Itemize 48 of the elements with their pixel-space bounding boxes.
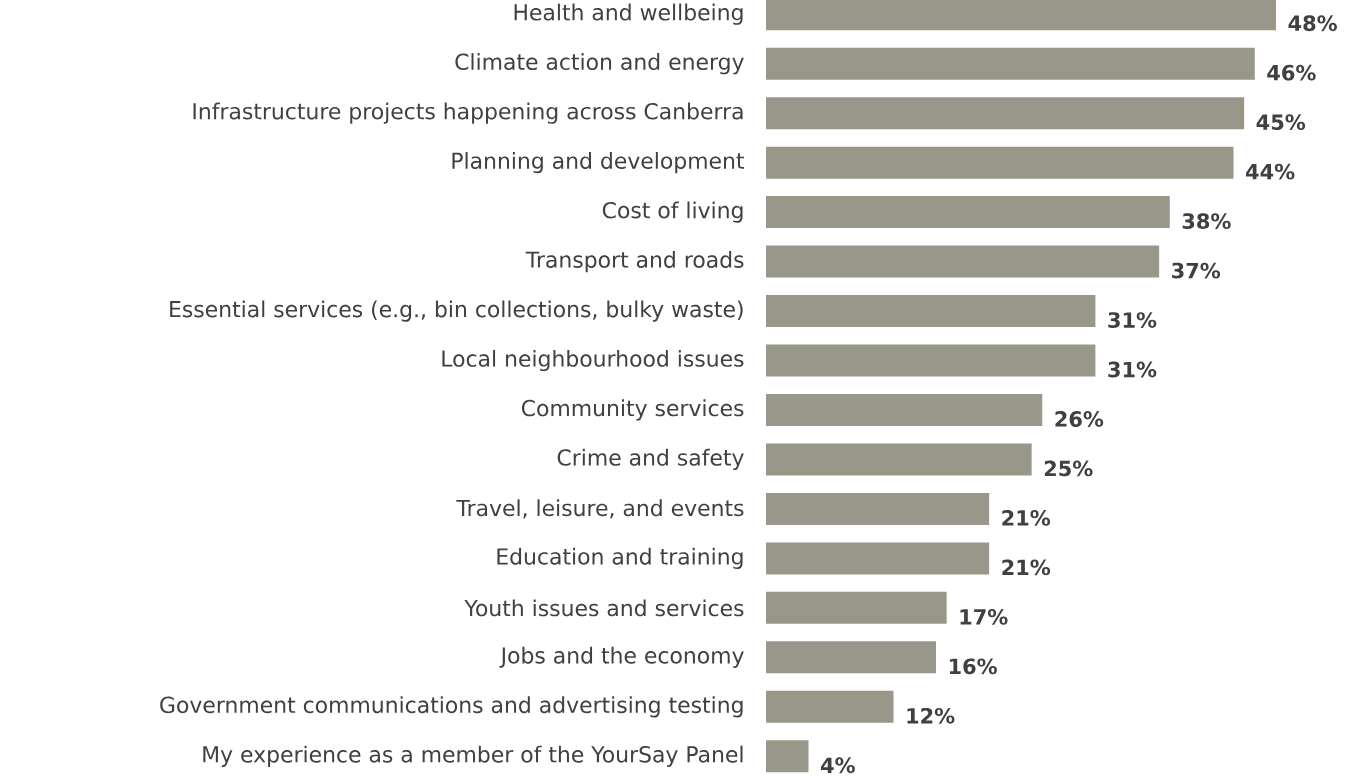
y-tick-label: Travel, leisure, and events: [456, 499, 744, 519]
bar: [766, 344, 1096, 377]
y-tick-label: Jobs and the economy: [499, 646, 744, 668]
bar: [766, 690, 894, 723]
bar: [766, 492, 990, 525]
bar: [766, 245, 1160, 278]
bar: [766, 0, 1277, 31]
data-label: 31%: [1108, 361, 1157, 378]
bar: [766, 443, 1032, 476]
bar: [766, 393, 1043, 426]
y-tick-label: Planning and development: [452, 152, 745, 174]
bar: [766, 641, 937, 674]
y-tick-label: Infrastructure projects happening across Canberra: [193, 102, 743, 124]
data-label: 31%: [1108, 312, 1157, 328]
y-tick-label: My experience as a member of the YourSay Panel: [203, 745, 743, 767]
bar: [766, 542, 990, 575]
data-label: 25%: [1044, 460, 1093, 477]
bar: [766, 196, 1170, 229]
y-tick-label: Youth issues and services: [464, 599, 744, 617]
y-tick-label: Crime and safety: [557, 448, 744, 471]
data-label: 21%: [1002, 559, 1051, 576]
data-label: 12%: [907, 707, 955, 724]
y-tick-label: Transport and roads: [525, 250, 744, 273]
data-label: 17%: [960, 608, 1008, 625]
data-label: 46%: [1267, 64, 1316, 81]
data-label: 37%: [1172, 262, 1221, 279]
data-label: 45%: [1256, 114, 1306, 131]
y-tick-label: Community services: [521, 399, 744, 421]
y-tick-label: Essential services (e.g., bin collections, bulky waste): [170, 300, 743, 322]
data-label: 4%: [820, 757, 855, 774]
bar: [766, 591, 947, 624]
y-tick-label: Cost of living: [602, 201, 743, 223]
bar: [766, 97, 1245, 130]
data-label: 21%: [1002, 510, 1051, 526]
bar: [766, 295, 1096, 328]
y-tick-label: Climate action and energy: [455, 53, 744, 75]
y-tick-label: Education and training: [497, 547, 743, 569]
data-label: 48%: [1288, 15, 1337, 32]
bar: [766, 47, 1255, 80]
y-tick-label: Health and wellbeing: [514, 3, 743, 25]
data-label: 26%: [1055, 411, 1104, 427]
y-tick-label: Local neighbourhood issues: [442, 349, 744, 372]
y-tick-label: Government communications and advertising testing: [160, 696, 743, 718]
data-label: 38%: [1182, 213, 1231, 230]
bar: [766, 146, 1234, 179]
data-label: 44%: [1245, 163, 1295, 180]
bar: [766, 740, 809, 773]
data-label: 16%: [949, 658, 997, 675]
